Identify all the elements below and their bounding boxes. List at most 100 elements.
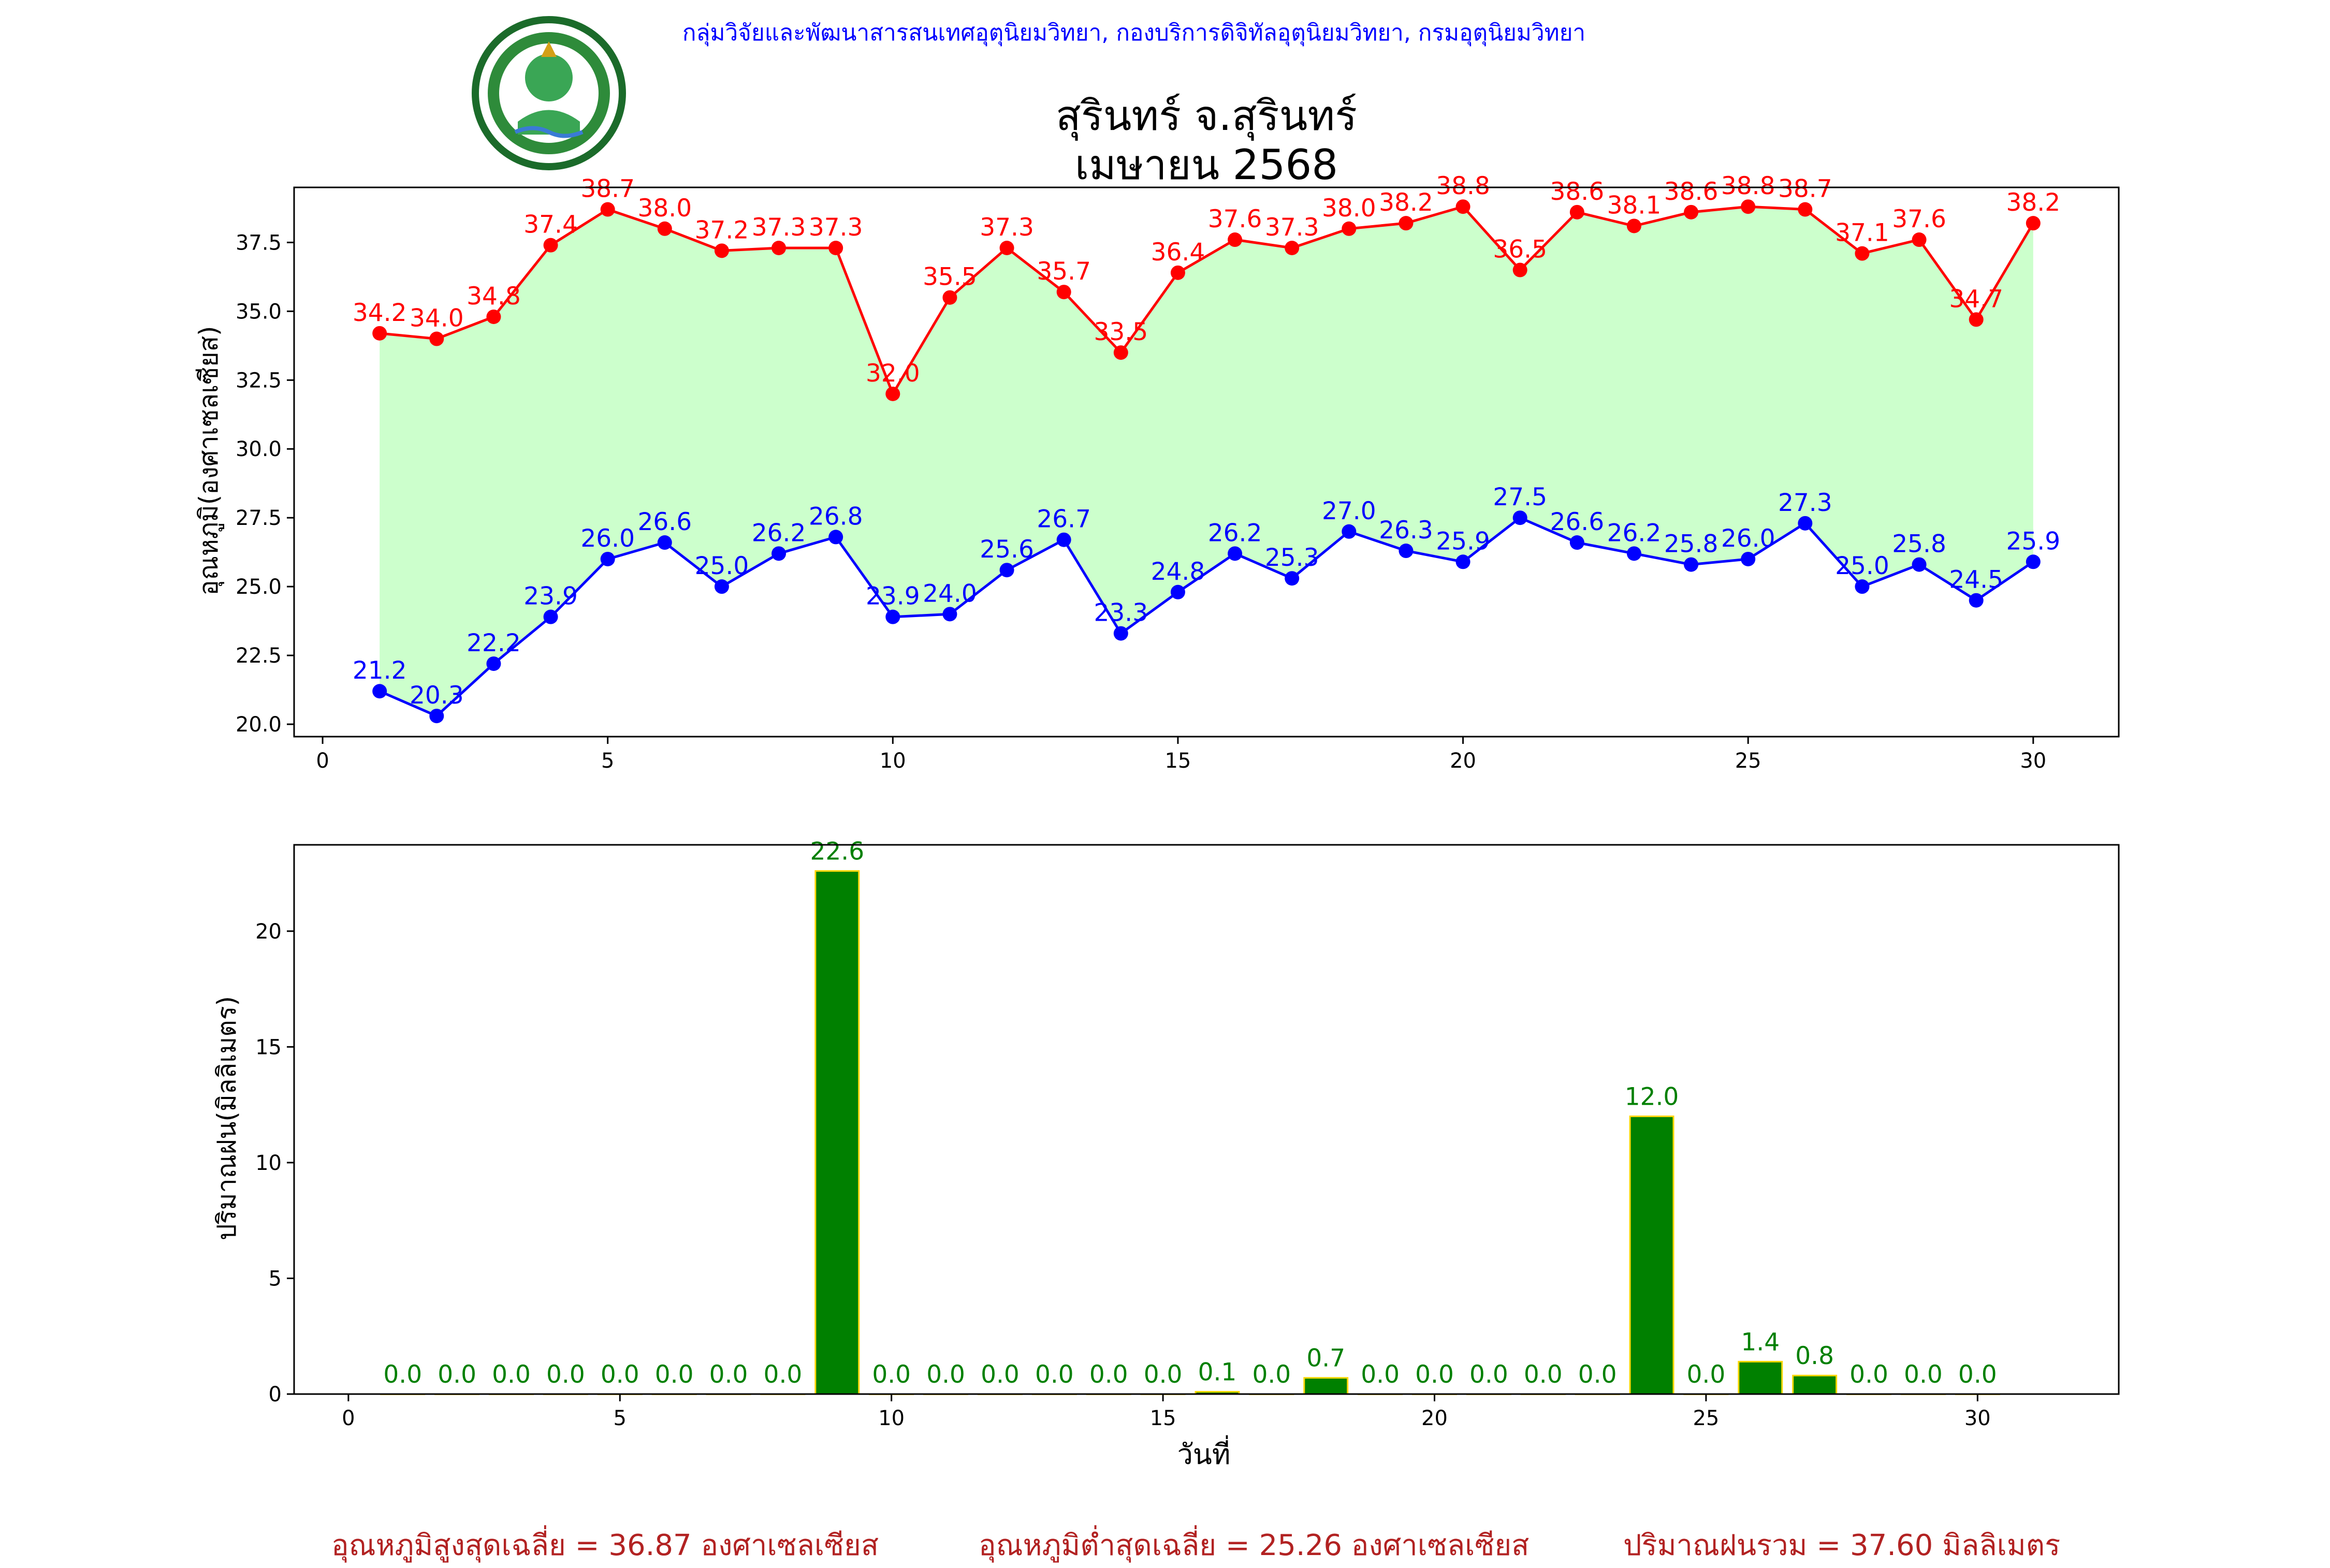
max-temperature-label: 38.8	[1436, 172, 1490, 200]
max-temperature-point	[1798, 202, 1813, 217]
rainfall-bar	[1303, 1377, 1349, 1395]
rainfall-value-label: 22.6	[810, 838, 864, 866]
min-temperature-point	[828, 530, 843, 545]
rainfall-bar	[1792, 1374, 1838, 1395]
max-temperature-point	[1285, 241, 1300, 256]
y-tick-label: 35.0	[236, 300, 282, 324]
temperature-y-axis-label: อุณหภูมิ(องศาเซลเซียส)	[194, 326, 224, 595]
max-temperature-point	[1969, 312, 1984, 327]
min-temperature-label: 26.7	[1037, 505, 1091, 534]
y-tick-label: 30.0	[236, 437, 282, 461]
min-temperature-point	[486, 656, 501, 671]
max-temperature-point	[1342, 221, 1357, 236]
max-temperature-label: 34.0	[410, 304, 464, 333]
min-temperature-line	[379, 516, 2034, 718]
rainfall-bar	[814, 870, 860, 1395]
min-temperature-point	[2026, 554, 2041, 569]
rainfall-value-label: 0.0	[1958, 1360, 1997, 1389]
max-temperature-label: 35.5	[923, 263, 977, 291]
min-temperature-label: 21.2	[353, 656, 407, 685]
max-temperature-point	[1569, 204, 1584, 219]
max-temperature-label: 38.0	[1322, 194, 1376, 223]
y-tick-label: 15	[255, 1035, 282, 1059]
min-temperature-point	[1228, 546, 1243, 561]
max-temperature-label: 37.3	[752, 213, 806, 242]
min-temperature-point	[1056, 532, 1071, 547]
max-temperature-label: 34.7	[1949, 285, 2003, 313]
y-tick-label: 27.5	[236, 506, 282, 530]
min-temperature-label: 25.8	[1892, 530, 1946, 559]
x-tick-label: 25	[1693, 1406, 1719, 1430]
max-temperature-point	[1455, 199, 1470, 214]
temperature-plot-frame	[293, 186, 2120, 738]
meteorological-department-logo	[472, 16, 626, 170]
max-temperature-label: 37.3	[809, 213, 863, 242]
min-temperature-point	[543, 609, 558, 624]
min-temperature-point	[942, 607, 957, 622]
max-temperature-label: 37.6	[1892, 205, 1946, 233]
chart-title-month: เมษายน 2568	[1074, 141, 1338, 189]
max-temperature-label: 34.8	[467, 282, 521, 311]
min-temperature-point	[1569, 535, 1584, 550]
x-tick-label: 30	[1964, 1406, 1991, 1430]
x-tick-label: 5	[614, 1406, 627, 1430]
min-temperature-label: 23.3	[1094, 599, 1148, 627]
min-temperature-point	[1912, 557, 1927, 572]
y-tick-label: 25.0	[236, 575, 282, 599]
max-temperature-point	[1170, 265, 1185, 280]
footer-avg-max: อุณหภูมิสูงสุดเฉลี่ย = 36.87 องศาเซลเซีย…	[331, 1529, 879, 1562]
max-temperature-point	[600, 202, 615, 217]
max-temperature-point	[1626, 218, 1641, 233]
max-temperature-label: 34.2	[353, 299, 407, 327]
max-temperature-label: 37.1	[1835, 219, 1889, 247]
max-temperature-point	[1684, 204, 1699, 219]
x-tick-label: 30	[2020, 749, 2046, 773]
rainfall-value-label: 0.0	[655, 1360, 694, 1389]
x-tick-label: 5	[601, 749, 614, 773]
min-temperature-label: 25.3	[1265, 544, 1319, 572]
rainfall-value-label: 0.0	[1578, 1360, 1617, 1389]
rainfall-value-label: 0.0	[1361, 1360, 1400, 1389]
max-temperature-label: 38.0	[637, 194, 692, 223]
min-temperature-point	[372, 684, 387, 699]
rainfall-value-label: 0.0	[438, 1360, 476, 1389]
max-temperature-point	[1056, 285, 1071, 300]
min-temperature-label: 27.5	[1493, 483, 1547, 511]
rainfall-value-label: 0.0	[1415, 1360, 1454, 1389]
max-temperature-label: 37.3	[980, 213, 1034, 242]
min-temperature-point	[1113, 626, 1128, 641]
rainfall-value-label: 12.0	[1625, 1082, 1679, 1111]
rainfall-plot-frame	[293, 844, 2120, 1395]
min-temperature-label: 26.0	[580, 524, 635, 553]
min-temperature-label: 22.2	[467, 629, 521, 657]
max-temperature-point	[486, 309, 501, 324]
rainfall-value-label: 0.0	[926, 1360, 965, 1389]
max-temperature-label: 38.1	[1607, 191, 1662, 219]
min-temperature-label: 26.3	[1379, 516, 1433, 545]
max-temperature-label: 38.2	[1379, 188, 1433, 217]
rainfall-value-label: 0.0	[1144, 1360, 1183, 1389]
y-tick-label: 5	[269, 1267, 282, 1291]
rainfall-value-label: 0.0	[1687, 1360, 1726, 1389]
max-temperature-label: 37.6	[1208, 205, 1262, 233]
rainfall-value-label: 0.1	[1198, 1358, 1237, 1387]
min-temperature-label: 25.9	[1436, 527, 1490, 555]
chart-title-station: สุรินทร์ จ.สุรินทร์	[1055, 92, 1358, 140]
min-temperature-point	[999, 563, 1014, 578]
temperature-chart: 34.2 21.2 34.0 20.3 34.8 22.2 37.4 23.9 38.7 26.0…	[236, 172, 2120, 773]
max-temperature-label: 38.7	[580, 175, 635, 203]
min-temperature-label: 26.2	[1208, 519, 1262, 547]
x-tick-label: 20	[1450, 749, 1476, 773]
min-temperature-point	[885, 609, 900, 624]
max-temperature-point	[1912, 232, 1927, 247]
max-temperature-point	[1512, 262, 1527, 277]
min-temperature-point	[429, 709, 444, 724]
max-temperature-point	[999, 241, 1014, 256]
min-temperature-point	[1285, 571, 1300, 586]
rainfall-value-label: 0.0	[1524, 1360, 1563, 1389]
max-temperature-label: 37.4	[523, 211, 578, 239]
min-temperature-label: 26.8	[809, 502, 863, 531]
x-tick-label: 25	[1735, 749, 1761, 773]
max-temperature-point	[543, 238, 558, 253]
